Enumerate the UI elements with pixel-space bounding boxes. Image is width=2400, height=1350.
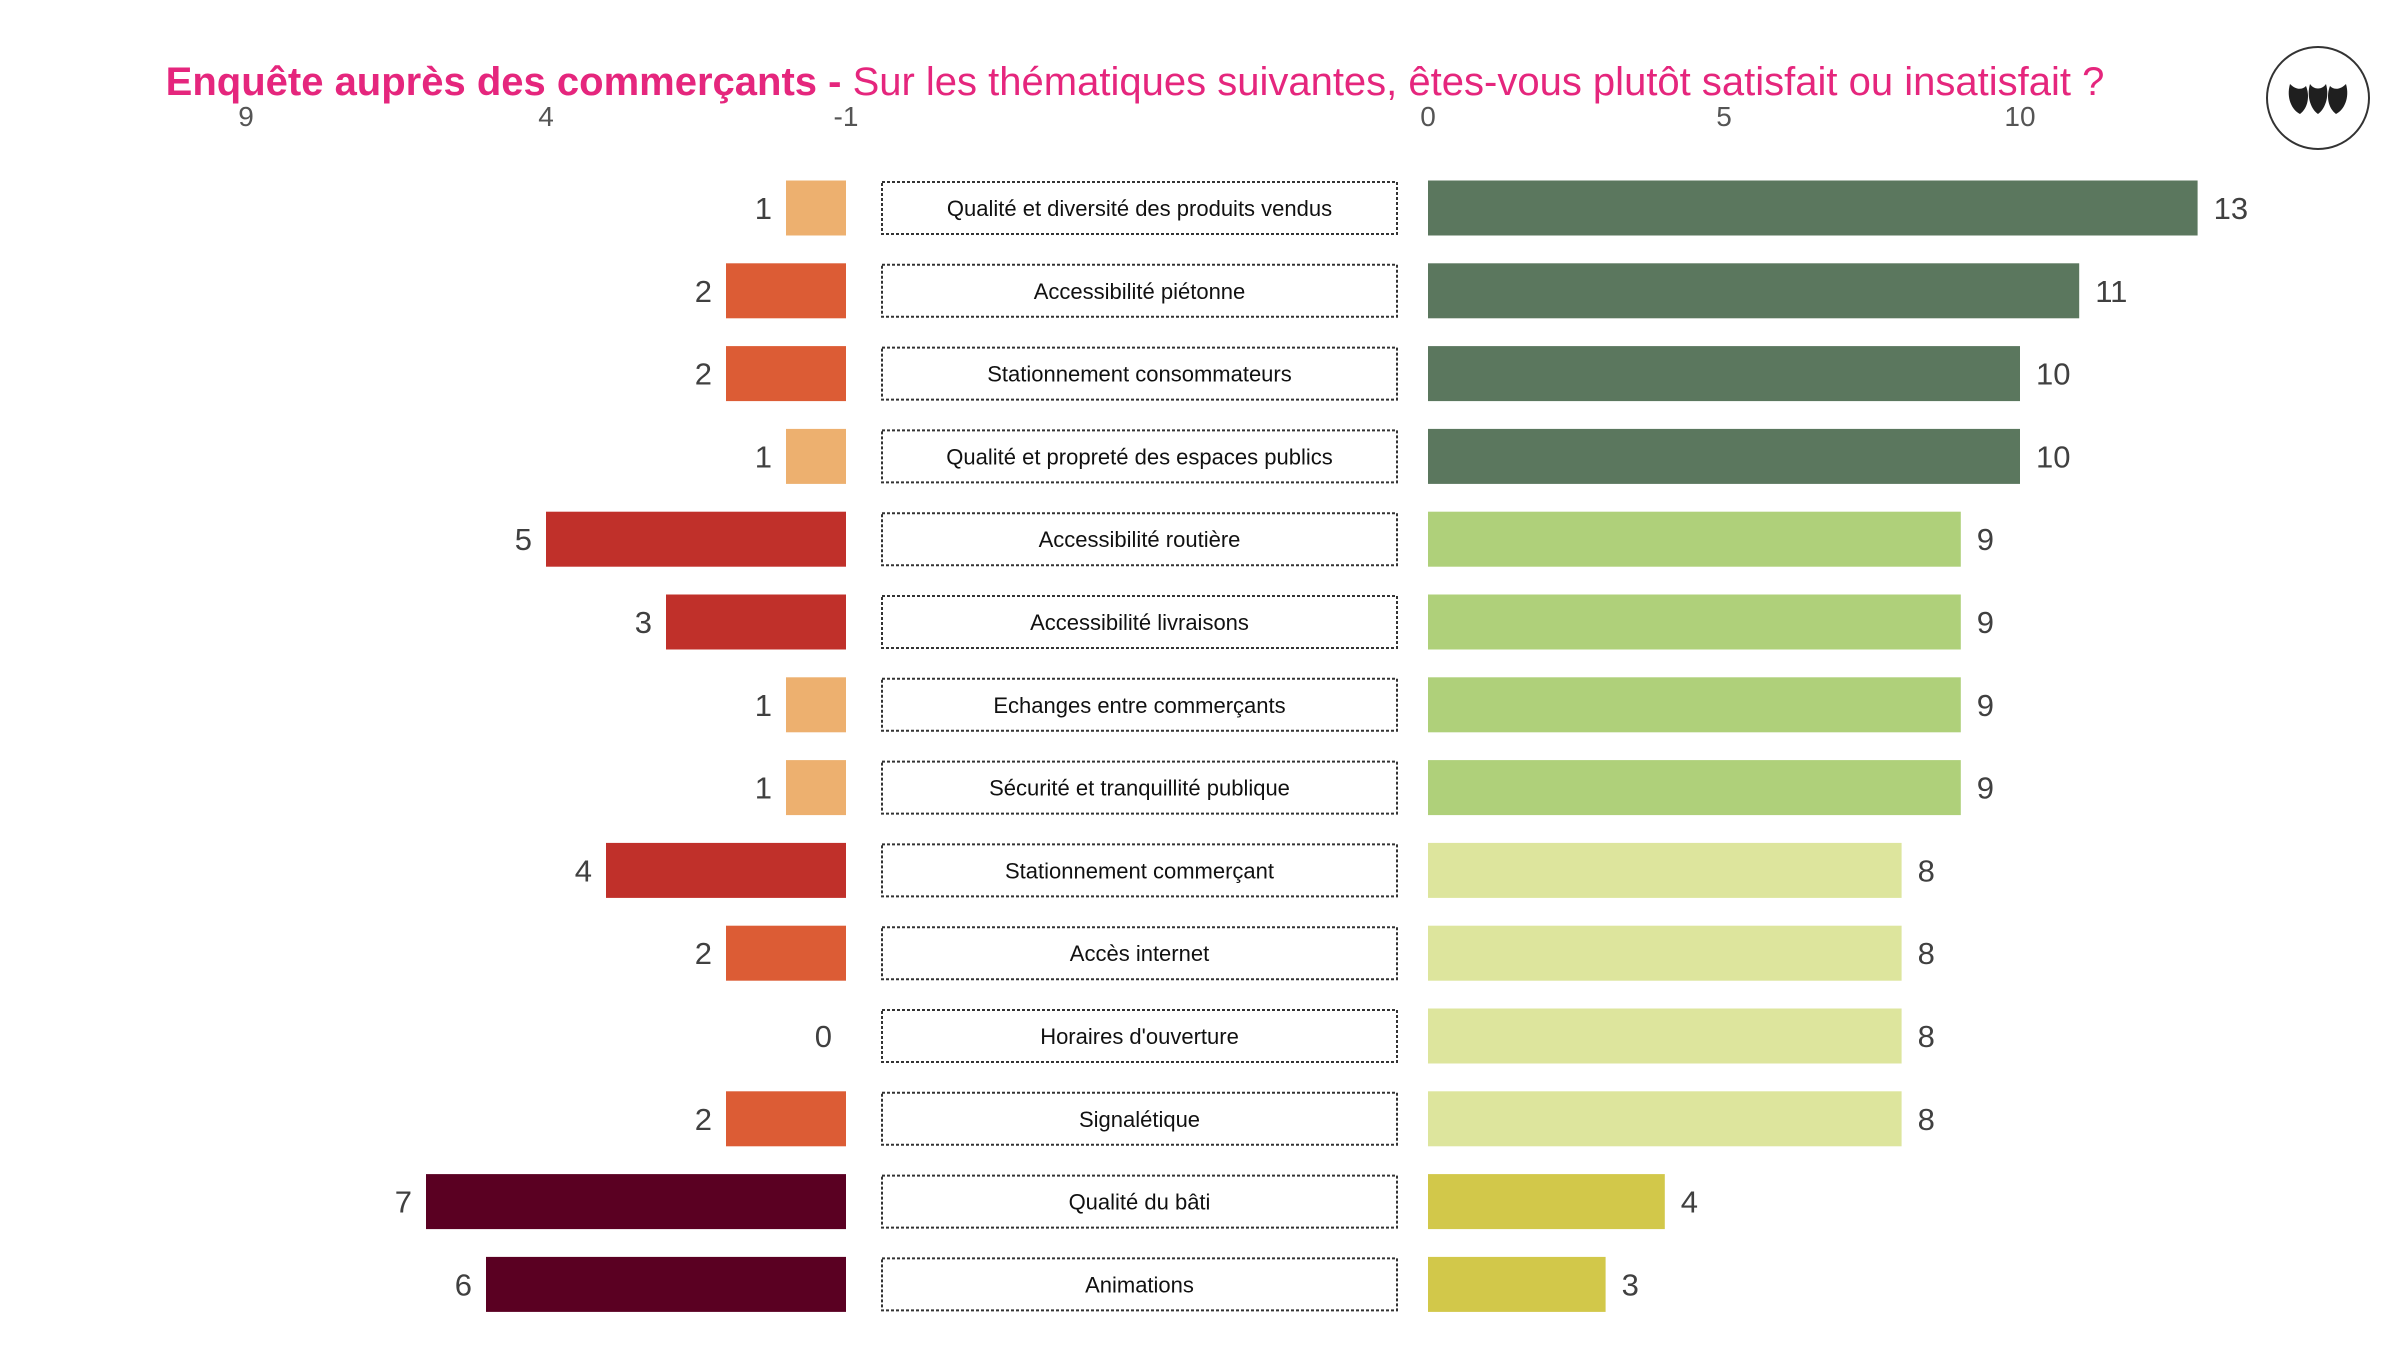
data-label-dissatisfied: 2 [695, 274, 712, 309]
category-label: Accessibilité routière [1039, 527, 1241, 552]
data-label-dissatisfied: 6 [455, 1267, 472, 1302]
bar-dissatisfied [786, 428, 846, 484]
category-box [881, 1257, 1398, 1312]
bar-satisfied [1428, 925, 1902, 981]
bar-satisfied [1428, 594, 1961, 650]
data-label-dissatisfied: 7 [395, 1185, 412, 1220]
data-label-satisfied: 13 [2214, 191, 2248, 226]
right-axis-tick: 5 [1716, 101, 1732, 132]
category-box [881, 1174, 1398, 1229]
category-label: Qualité et propreté des espaces publics [946, 444, 1332, 469]
category-box [881, 677, 1398, 732]
data-label-satisfied: 10 [2036, 357, 2070, 392]
data-label-satisfied: 9 [1977, 688, 1994, 723]
data-label-satisfied: 3 [1622, 1267, 1639, 1302]
data-label-satisfied: 8 [1918, 1019, 1935, 1054]
data-label-dissatisfied: 2 [695, 936, 712, 971]
data-label-dissatisfied: 1 [755, 191, 772, 226]
bar-dissatisfied [606, 842, 846, 898]
category-box [881, 1009, 1398, 1063]
data-label-satisfied: 9 [1977, 522, 1994, 557]
data-label-dissatisfied: 0 [815, 1019, 832, 1054]
data-label-dissatisfied: 1 [755, 688, 772, 723]
bar-satisfied [1428, 346, 2020, 402]
data-label-dissatisfied: 3 [635, 605, 652, 640]
bar-satisfied [1428, 263, 2080, 319]
data-label-dissatisfied: 1 [755, 771, 772, 806]
category-label: Horaires d'ouverture [1040, 1024, 1239, 1049]
category-box [881, 926, 1398, 981]
bar-satisfied [1428, 428, 2020, 484]
chart-title-subtitle: Sur les thématiques suivantes, êtes-vous… [852, 60, 2105, 104]
bar-dissatisfied [486, 1256, 846, 1312]
category-label: Accessibilité livraisons [1030, 610, 1249, 635]
data-label-satisfied: 4 [1681, 1185, 1698, 1220]
category-box [881, 1091, 1398, 1146]
bar-dissatisfied [666, 594, 846, 650]
bar-satisfied [1428, 1256, 1606, 1312]
category-box [881, 760, 1398, 815]
category-box [881, 843, 1398, 898]
data-label-satisfied: 8 [1918, 936, 1935, 971]
bar-satisfied [1428, 1091, 1902, 1147]
category-label: Signalétique [1079, 1107, 1200, 1132]
category-label: Animations [1085, 1272, 1194, 1297]
data-label-satisfied: 8 [1918, 853, 1935, 888]
category-box [881, 429, 1398, 484]
category-box [881, 346, 1398, 401]
category-box [881, 181, 1398, 235]
bar-dissatisfied [786, 677, 846, 733]
bar-dissatisfied [546, 511, 846, 567]
category-box [881, 263, 1398, 318]
chart-title: Enquête auprès des commerçants - Sur les… [0, 52, 2270, 112]
bar-dissatisfied [726, 925, 846, 981]
category-label: Accessibilité piétonne [1034, 279, 1246, 304]
bar-dissatisfied [786, 760, 846, 816]
brand-logo [2266, 46, 2370, 150]
data-label-dissatisfied: 2 [695, 1102, 712, 1137]
bar-satisfied [1428, 180, 2198, 236]
category-label: Qualité du bâti [1069, 1190, 1211, 1215]
left-axis-tick: 9 [238, 101, 254, 132]
bar-satisfied [1428, 1008, 1902, 1064]
left-axis-tick: 4 [538, 101, 554, 132]
category-label: Echanges entre commerçants [993, 693, 1285, 718]
category-box [881, 595, 1398, 649]
bar-dissatisfied [726, 263, 846, 319]
bar-dissatisfied [426, 1174, 846, 1230]
data-label-dissatisfied: 1 [755, 439, 772, 474]
bar-satisfied [1428, 1174, 1665, 1230]
category-label: Accès internet [1070, 941, 1209, 966]
leaf-logo-icon [2288, 84, 2348, 114]
data-label-satisfied: 9 [1977, 771, 1994, 806]
category-label: Stationnement commerçant [1005, 858, 1274, 883]
right-axis-tick: 0 [1420, 101, 1436, 132]
bar-satisfied [1428, 511, 1961, 567]
right-axis-tick: 10 [2004, 101, 2035, 132]
category-label: Stationnement consommateurs [987, 362, 1292, 387]
bar-dissatisfied [726, 1091, 846, 1147]
data-label-dissatisfied: 4 [575, 853, 592, 888]
bar-dissatisfied [726, 346, 846, 402]
category-box [881, 512, 1398, 567]
category-label: Qualité et diversité des produits vendus [947, 196, 1332, 221]
data-label-satisfied: 8 [1918, 1102, 1935, 1137]
bar-satisfied [1428, 677, 1961, 733]
data-label-dissatisfied: 2 [695, 357, 712, 392]
chart-title-bold: Enquête auprès des commerçants - [165, 60, 853, 104]
bar-dissatisfied [786, 180, 846, 236]
data-label-satisfied: 11 [2095, 274, 2127, 309]
bar-satisfied [1428, 842, 1902, 898]
data-label-satisfied: 10 [2036, 439, 2070, 474]
left-axis-tick: -1 [834, 101, 859, 132]
data-label-dissatisfied: 5 [515, 522, 532, 557]
data-label-satisfied: 9 [1977, 605, 1994, 640]
bar-satisfied [1428, 760, 1961, 816]
category-label: Sécurité et tranquillité publique [989, 776, 1290, 801]
